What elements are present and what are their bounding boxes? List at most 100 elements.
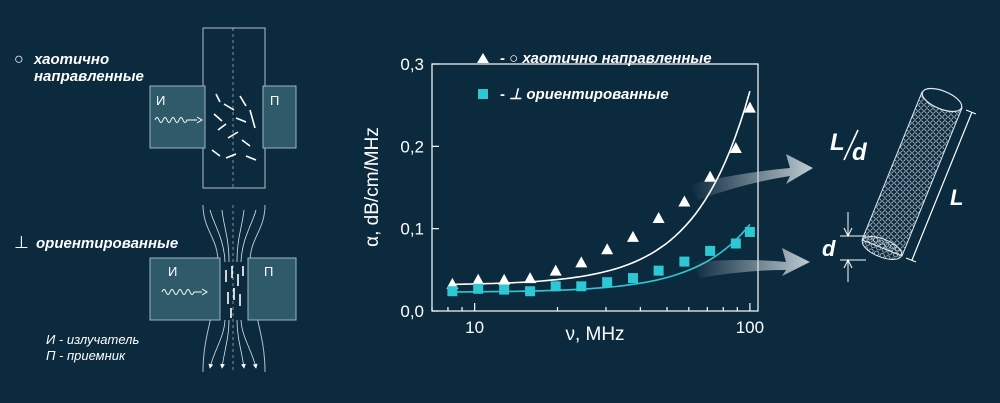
x-tick-label: 100 [736, 318, 764, 337]
y-tick-label: 0,2 [400, 137, 424, 156]
point-square [627, 273, 638, 284]
arrowhead-icon-bottom [201, 288, 208, 296]
legend-receiver: П - приемник [46, 348, 126, 363]
y-tick-label: 0,3 [400, 55, 424, 74]
length-label: L [950, 185, 963, 210]
tube-mark [211, 149, 221, 157]
point-square [653, 265, 664, 276]
point-triangle [626, 230, 639, 242]
y-axis-label: α, dB/cm/MHz [362, 127, 383, 247]
flow-lines [208, 209, 258, 369]
legend-label-oriented: - ⊥ ориентированные [500, 86, 669, 103]
flow-line [221, 209, 230, 263]
point-triangle [729, 141, 742, 153]
tube-mark [249, 109, 256, 129]
diameter-arrowhead-icon [843, 227, 853, 238]
emitter-box-label-top: И [156, 93, 165, 108]
flow-line [208, 319, 226, 369]
diameter-label: d [822, 236, 836, 261]
tube-mark [239, 95, 247, 107]
emitter-box-bottom [149, 257, 221, 321]
ratio-denominator: d [852, 139, 868, 166]
chaotic-diagram: И П [149, 27, 297, 189]
point-square [679, 256, 690, 267]
oriented-label: ориентированные [36, 235, 178, 252]
tube-mark [217, 123, 227, 131]
point-square [705, 245, 716, 256]
point-triangle [549, 264, 562, 276]
chart: 0,0 0,1 0,2 0,3 10 100 ν, MHz α, dB/cm/MHz -… [362, 50, 764, 345]
point-triangle [575, 256, 588, 268]
wave-icon-bottom [161, 289, 202, 295]
arrowhead-icon-top [196, 116, 203, 124]
tube-mark [225, 153, 237, 159]
point-square [550, 281, 561, 292]
point-triangle [498, 273, 511, 285]
chaotic-symbol: ○ [14, 51, 24, 68]
arrow-shape [692, 248, 810, 278]
point-square [447, 286, 458, 297]
ratio-slash [843, 129, 859, 161]
flow-line [240, 319, 258, 369]
legend-label-chaotic: - ○ хаотично направленные [500, 50, 712, 67]
emitter-box-label-bottom: И [168, 264, 177, 279]
legend-emitter: И - излучатель [46, 332, 139, 347]
point-triangle [652, 211, 665, 223]
arrow-shape [690, 154, 813, 200]
left-labels: ○ хаотично направленные ⊥ ориентированны… [14, 51, 178, 363]
receiver-box-label-bottom: П [264, 264, 273, 279]
point-square [576, 281, 587, 292]
nanotube-top-opening [921, 87, 963, 113]
legend-marker-square [478, 89, 488, 99]
point-triangle [704, 170, 717, 182]
x-tick-label: 10 [465, 318, 484, 337]
oriented-diagram: И П [149, 204, 297, 373]
data-points [446, 101, 756, 297]
chaotic-label-line2: направленные [34, 68, 144, 85]
length-ext-top [965, 109, 977, 115]
receiver-box-top [262, 85, 297, 149]
nanotube-bottom-end [861, 236, 903, 260]
point-square [499, 284, 510, 295]
x-axis: 10 100 [431, 303, 764, 337]
point-triangle [446, 277, 459, 289]
tube-mark [227, 131, 239, 139]
wave-icon-top [154, 117, 197, 123]
point-square [602, 277, 613, 288]
ratio-numerator: L [830, 129, 845, 156]
tube-mark [241, 139, 251, 147]
emitter-box-top [149, 85, 206, 149]
flow-line [236, 319, 246, 369]
legend-marker-triangle [477, 53, 489, 63]
point-square [525, 286, 536, 297]
tube-mark [215, 93, 221, 103]
chaotic-tubes [211, 93, 257, 161]
point-triangle [524, 272, 537, 284]
point-square [473, 283, 484, 294]
chaotic-label-line1: хаотично [33, 51, 109, 68]
oriented-tubes [225, 266, 244, 318]
oriented-symbol: ⊥ [14, 233, 29, 252]
tube-mark [245, 155, 257, 161]
legend: - ○ хаотично направленные - ⊥ ориентиров… [477, 50, 712, 103]
tube-mark [223, 103, 235, 111]
chamber-tube-top [202, 27, 266, 189]
receiver-box-bottom [247, 257, 297, 321]
point-square [744, 226, 755, 237]
tube-mark [213, 113, 223, 122]
nanotube-diagram: L d L d [822, 87, 977, 282]
flow-line [240, 209, 257, 263]
length-dimension-line [911, 111, 973, 261]
point-triangle [472, 273, 485, 285]
pointer-arrows [690, 154, 813, 278]
fit-curve-square [452, 223, 751, 293]
point-triangle [743, 101, 756, 113]
point-triangle [601, 243, 614, 255]
x-axis-label: ν, MHz [565, 324, 624, 345]
y-tick-label: 0,0 [400, 302, 424, 321]
flow-line [209, 209, 226, 263]
point-square [730, 238, 741, 249]
y-tick-label: 0,1 [400, 220, 424, 239]
